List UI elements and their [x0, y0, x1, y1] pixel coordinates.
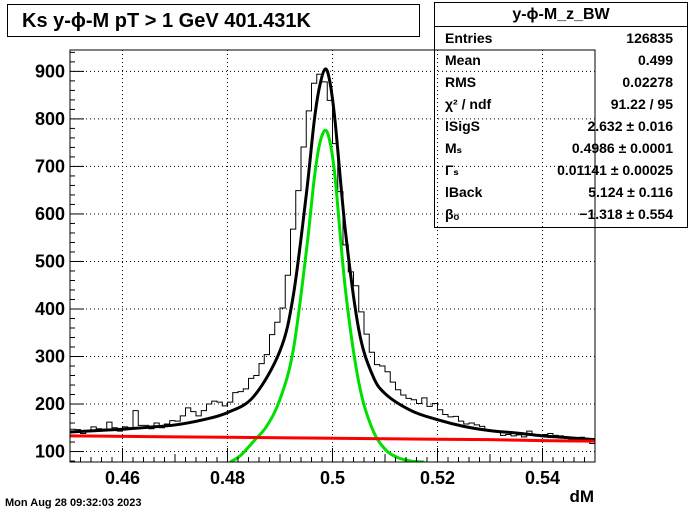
stat-label: Γₛ: [445, 162, 459, 178]
y-tick-label: 100: [35, 442, 65, 462]
axes: 0.46 0.48 0.5 0.52 0.54 100 200 300 400 500 600 700…: [35, 51, 596, 488]
chart-title: Ks y-ϕ-M pT > 1 GeV 401.431K: [7, 4, 420, 37]
stat-row-lback: lBack 5.124 ± 0.116: [435, 181, 687, 203]
x-tick-label: 0.5: [320, 468, 345, 488]
stat-label: RMS: [445, 74, 477, 90]
stats-title: y-ϕ-M_z_BW: [435, 3, 687, 27]
y-tick-label: 400: [35, 299, 65, 319]
stat-row-ms: Mₛ 0.4986 ± 0.0001: [435, 137, 687, 159]
stat-label: Mₛ: [445, 140, 462, 156]
y-tick-label: 800: [35, 109, 65, 129]
stat-label: lSigS: [445, 118, 481, 134]
x-tick-label: 0.54: [525, 468, 560, 488]
stat-row-entries: Entries 126835: [435, 27, 687, 49]
stat-label: lBack: [445, 184, 483, 200]
y-tick-label: 300: [35, 347, 65, 367]
x-axis-label: dM: [569, 487, 594, 506]
stat-value: 5.124 ± 0.116: [588, 184, 673, 200]
curves: [70, 67, 595, 462]
stat-label: χ² / ndf: [445, 96, 492, 112]
stat-row-rms: RMS 0.02278: [435, 71, 687, 93]
x-tick-label: 0.48: [210, 468, 245, 488]
stat-row-chi2: χ² / ndf 91.22 / 95: [435, 93, 687, 115]
total-fit-curve: [70, 67, 595, 442]
stats-box: y-ϕ-M_z_BW Entries 126835 Mean 0.499 RMS…: [434, 2, 688, 228]
y-tick-label: 700: [35, 156, 65, 176]
timestamp-footer: Mon Aug 28 09:32:03 2023: [5, 497, 142, 509]
y-tick-label: 500: [35, 251, 65, 271]
stat-value: −1.318 ± 0.554: [579, 206, 673, 222]
stat-value: 126835: [626, 30, 673, 46]
stat-value: 0.499: [637, 52, 673, 68]
stat-value: 0.4986 ± 0.0001: [571, 140, 673, 156]
y-tick-label: 200: [35, 394, 65, 414]
stat-value: 0.02278: [622, 74, 673, 90]
stat-row-lsigs: lSigS 2.632 ± 0.016: [435, 115, 687, 137]
stat-label: βₒ: [445, 206, 460, 222]
background-fit-curve: [70, 434, 595, 443]
x-tick-label: 0.46: [105, 468, 140, 488]
stat-value: 2.632 ± 0.016: [587, 118, 673, 134]
y-tick-label: 600: [35, 204, 65, 224]
stat-label: Entries: [445, 30, 493, 46]
stat-value: 91.22 / 95: [610, 96, 673, 112]
x-tick-label: 0.52: [420, 468, 455, 488]
stat-row-mean: Mean 0.499: [435, 49, 687, 71]
stat-label: Mean: [445, 52, 481, 68]
signal-fit-curve: [229, 128, 425, 462]
y-tick-label: 900: [35, 61, 65, 81]
stat-row-beta0: βₒ −1.318 ± 0.554: [435, 203, 687, 225]
